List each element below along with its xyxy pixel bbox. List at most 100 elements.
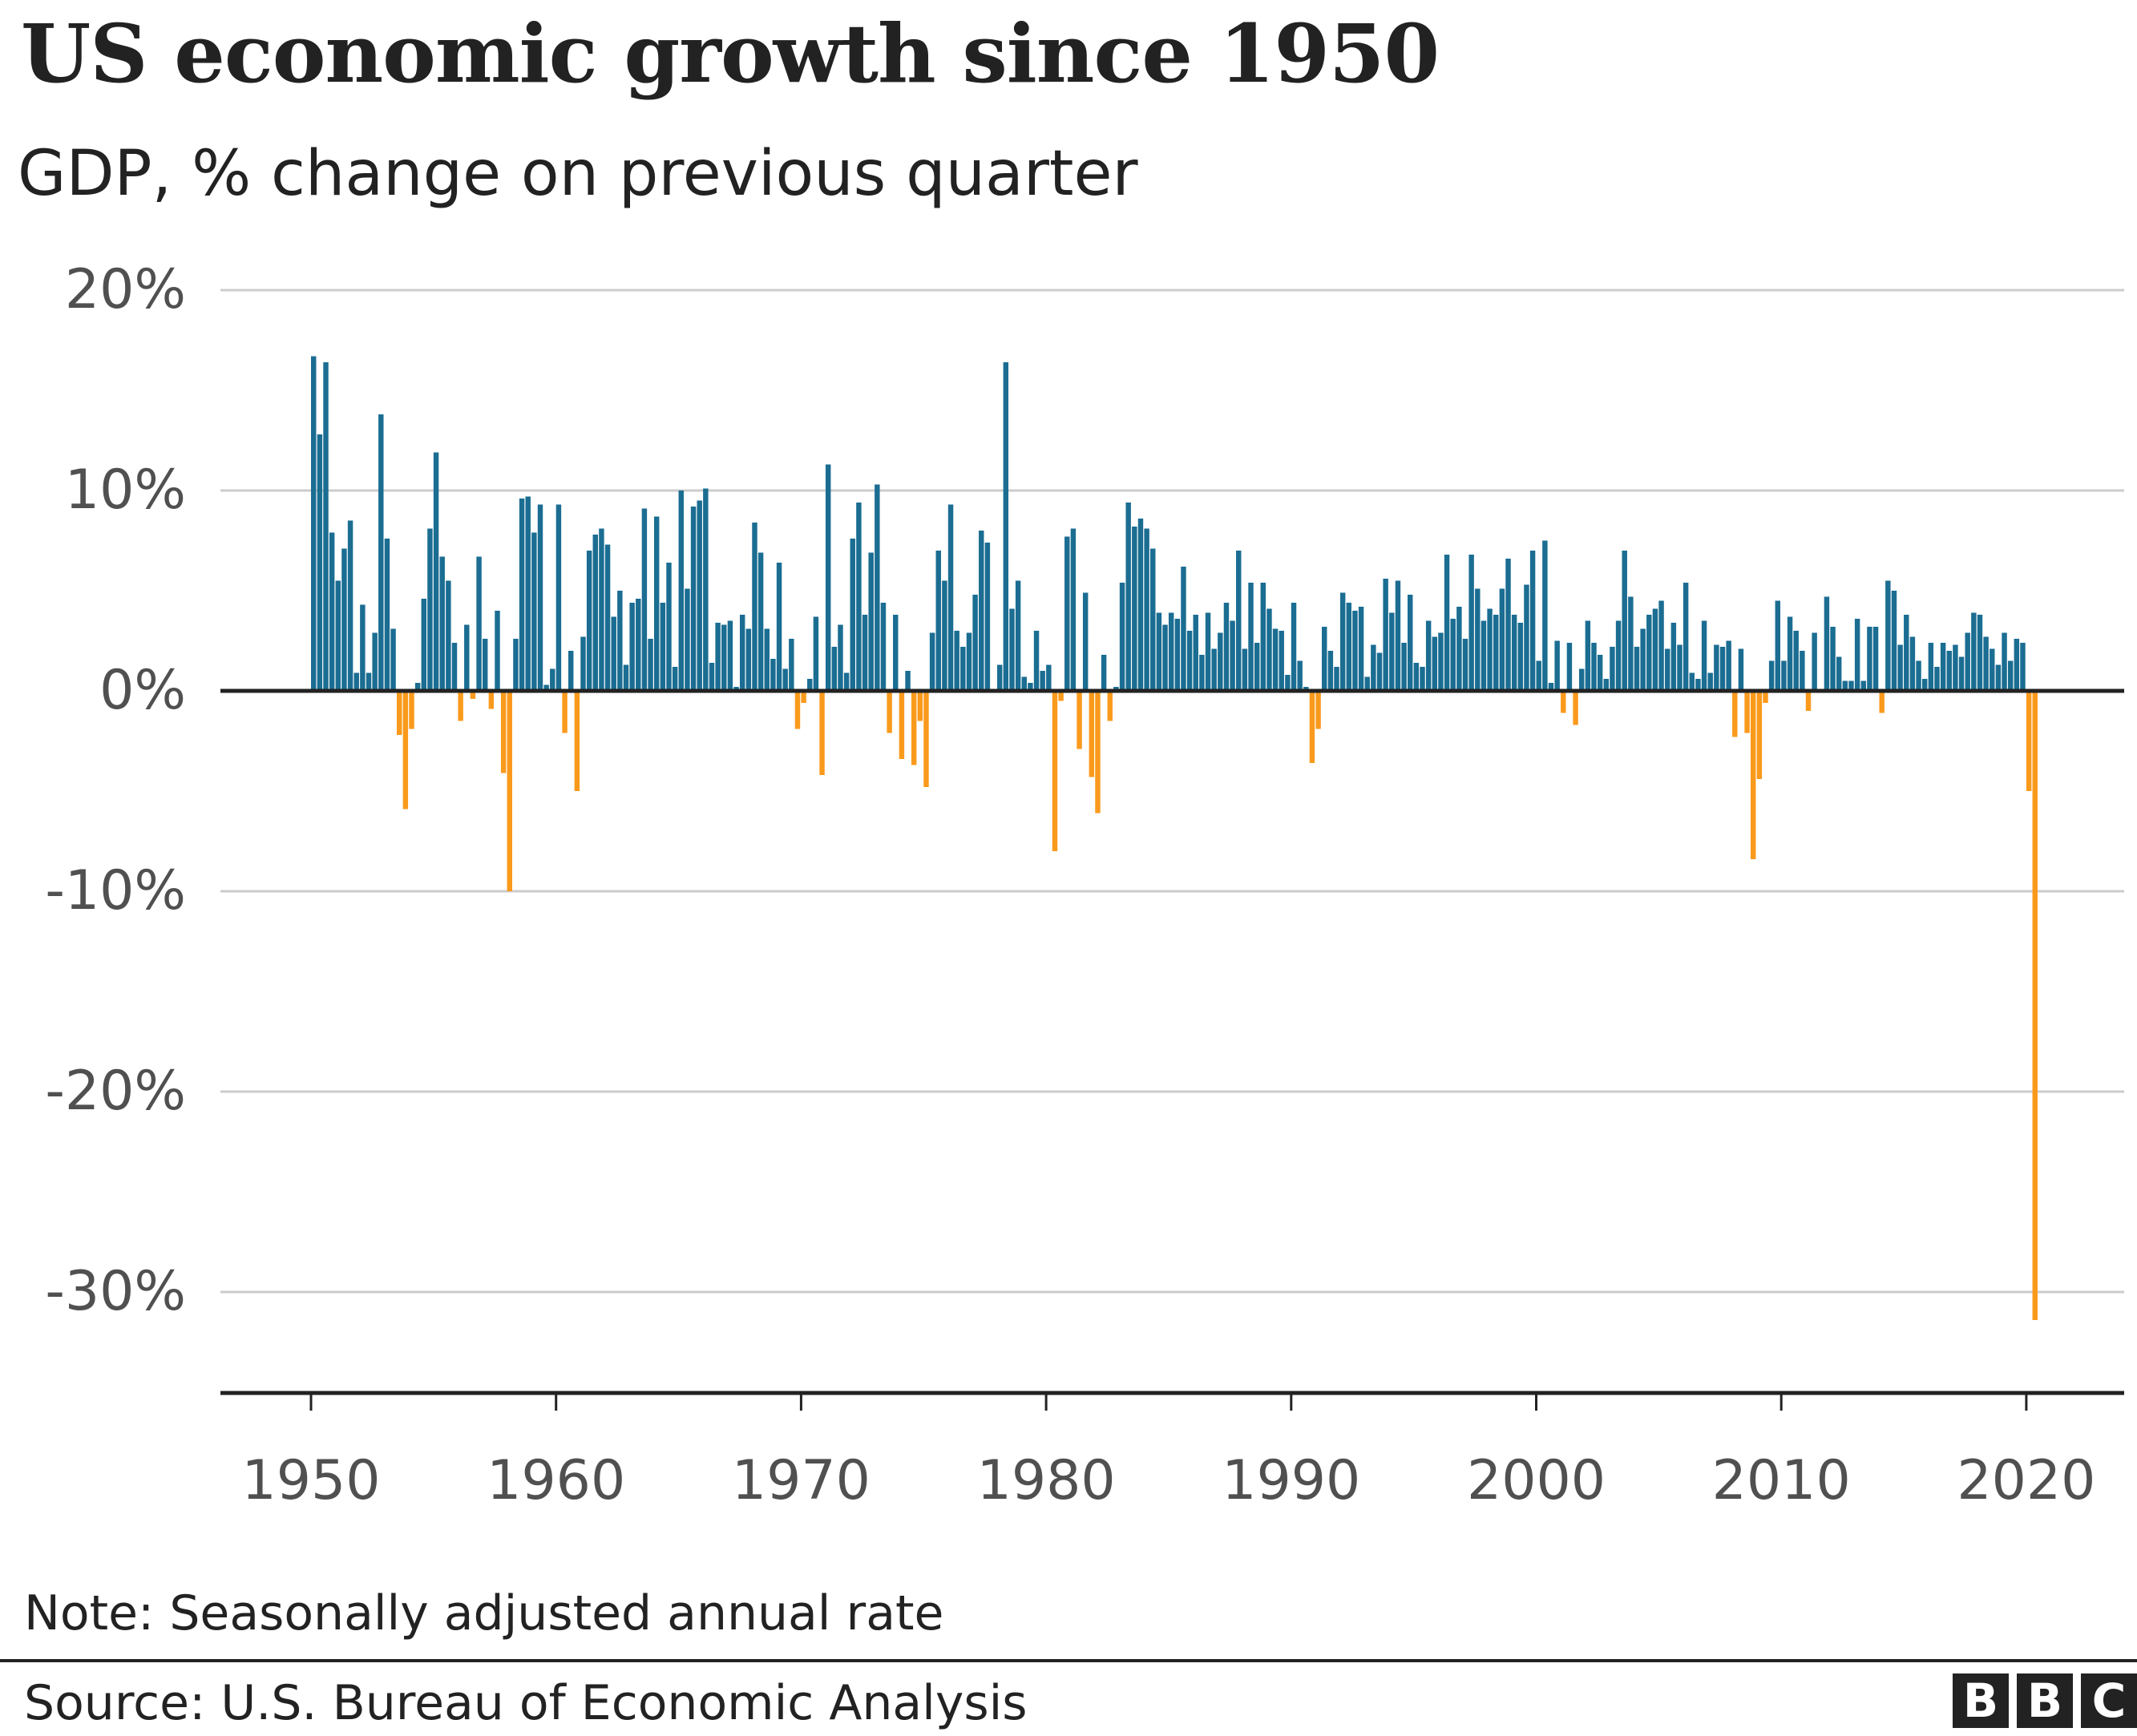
bar (1223, 603, 1230, 691)
bar (764, 628, 770, 691)
bar (1597, 655, 1603, 691)
bar (715, 623, 721, 691)
bar (782, 668, 788, 691)
bar (1089, 691, 1095, 777)
bar (1805, 691, 1812, 711)
bar (482, 639, 488, 691)
bar (1610, 647, 1615, 691)
bar (697, 500, 702, 691)
bar (1928, 643, 1934, 691)
bar (1199, 655, 1205, 691)
bar (1462, 639, 1468, 691)
bar (1830, 627, 1836, 691)
bar (1879, 691, 1885, 713)
bar (1211, 648, 1217, 691)
bar (1634, 647, 1640, 691)
bar (1070, 528, 1077, 691)
bar (1707, 672, 1713, 691)
bar (1554, 640, 1560, 691)
bar (917, 691, 923, 721)
bar (427, 528, 433, 691)
bar (1781, 660, 1787, 691)
bar (1768, 660, 1775, 691)
bar (1420, 667, 1425, 691)
bar (1058, 691, 1064, 701)
bbc-logo: B B C (1953, 1673, 2137, 1728)
bar (390, 628, 396, 691)
bar (954, 631, 959, 691)
bar (1744, 691, 1750, 733)
bar (611, 616, 616, 691)
bar (1965, 632, 1970, 691)
bar (801, 691, 806, 703)
bar (1254, 643, 1260, 691)
bar (1425, 620, 1432, 691)
y-tick-label: -30% (45, 1260, 186, 1323)
bar (1848, 680, 1854, 691)
bar (1315, 691, 1321, 729)
x-tick-label: 2020 (1957, 1449, 2095, 1512)
bar (813, 616, 819, 691)
bar (1524, 584, 1529, 691)
bar (727, 620, 733, 691)
bar (794, 691, 801, 729)
bar (1218, 632, 1223, 691)
bar (433, 452, 439, 691)
bar (1046, 664, 1052, 691)
bar (1132, 527, 1137, 691)
logo-letter: B (1953, 1673, 2009, 1728)
bar (1756, 691, 1763, 779)
bar (1934, 667, 1940, 691)
bar (1946, 651, 1952, 691)
bar (1266, 608, 1272, 691)
bar (666, 563, 672, 691)
bar (1578, 668, 1585, 691)
bar (660, 603, 666, 691)
bar (519, 499, 525, 691)
bar (856, 503, 862, 691)
bar (562, 691, 568, 733)
bar (1015, 580, 1021, 691)
bar (1168, 612, 1174, 691)
bar (880, 603, 887, 691)
bar (807, 679, 813, 691)
bar (1119, 583, 1125, 691)
bar (1156, 612, 1162, 691)
bar (1995, 664, 2002, 691)
bar (1916, 660, 1921, 691)
x-tick-label: 1970 (732, 1449, 871, 1512)
bar (1193, 615, 1198, 691)
bar (1854, 619, 1860, 691)
bar (1658, 600, 1664, 691)
bar (1438, 632, 1444, 691)
bar (1162, 624, 1168, 691)
y-tick-label: 10% (65, 458, 186, 522)
bar (1566, 643, 1573, 691)
bar (1652, 608, 1658, 691)
bar (1389, 612, 1395, 691)
bar (1205, 612, 1211, 691)
bar (396, 691, 402, 735)
bar (960, 647, 966, 691)
bar (648, 639, 653, 691)
bar (1921, 679, 1928, 691)
bar (1334, 667, 1339, 691)
bar (1260, 583, 1266, 691)
bar (1977, 615, 1983, 691)
bar (1468, 555, 1474, 691)
bar (1800, 651, 1805, 691)
bar (1529, 551, 1536, 691)
bar (911, 691, 917, 765)
x-tick-label: 1950 (241, 1449, 380, 1512)
bar (1358, 607, 1364, 691)
x-tick-label: 1990 (1222, 1449, 1360, 1512)
bar (1622, 551, 1627, 691)
bar (335, 580, 341, 691)
x-tick-label: 2000 (1467, 1449, 1606, 1512)
bar (1095, 691, 1101, 813)
bar (439, 556, 445, 691)
y-tick-label: -20% (45, 1060, 186, 1123)
bar (1064, 536, 1070, 691)
bar (537, 504, 543, 691)
bar (1077, 691, 1082, 749)
